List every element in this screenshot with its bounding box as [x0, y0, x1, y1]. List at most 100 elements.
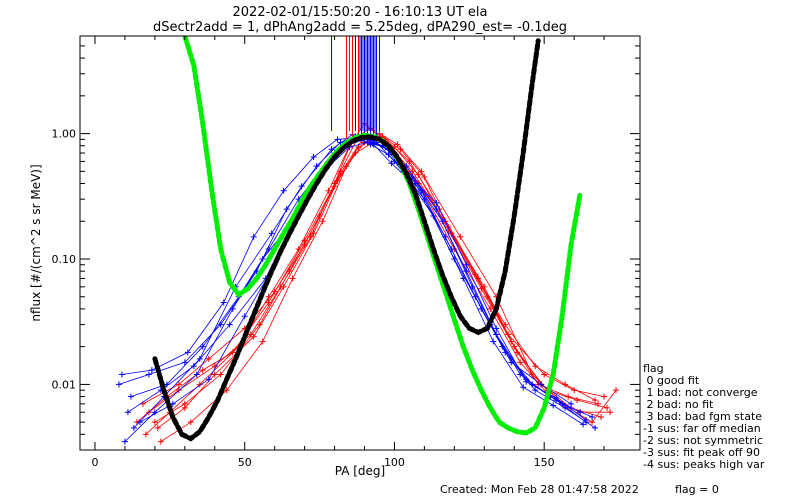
- blue-data-point: [283, 206, 290, 213]
- blue-data-point: [430, 213, 437, 220]
- red-data-point: [541, 371, 548, 378]
- blue-data-point: [460, 275, 467, 282]
- blue-data-point: [328, 146, 335, 153]
- red-data-point: [337, 170, 344, 177]
- red-data-point: [598, 413, 605, 420]
- blue-data-point: [121, 438, 128, 445]
- blue-data-point: [532, 387, 539, 394]
- red-data-point: [514, 349, 521, 356]
- legend-item: -2 sus: not symmetric: [643, 434, 763, 447]
- blue-data-point: [226, 321, 233, 328]
- red-data-point: [418, 168, 425, 175]
- red-data-point: [484, 293, 491, 300]
- red-data-point: [502, 321, 509, 328]
- chart-title: 2022-02-01/15:50:20 - 16:10:13 UT ela: [233, 5, 488, 20]
- blue-data-point: [580, 421, 587, 428]
- axes: 0 50 100 150 0.01 0.10 1.00: [52, 35, 640, 469]
- legend-item: 2 bad: no fit: [643, 398, 714, 411]
- red-data-point: [589, 419, 596, 426]
- blue-data-point: [190, 363, 197, 370]
- blue-data-point: [130, 424, 137, 431]
- blue-data-point: [553, 394, 560, 401]
- blue-data-point: [298, 183, 305, 190]
- blue-data-point: [523, 378, 530, 385]
- red-data-point: [142, 431, 149, 438]
- blue-data-point: [538, 381, 545, 388]
- legend-item: 3 bad: bad fgm state: [643, 410, 762, 423]
- blue-data-point: [385, 151, 392, 158]
- x-tick-label: 100: [384, 456, 405, 469]
- blue-data-point: [280, 187, 287, 194]
- red-data-point: [415, 171, 422, 178]
- blue-data-point: [334, 136, 341, 143]
- blue-data-point: [199, 343, 206, 350]
- blue-series-line: [127, 141, 584, 425]
- red-data-point: [154, 424, 161, 431]
- red-data-point: [457, 233, 464, 240]
- blue-data-point: [229, 305, 236, 312]
- red-data-point: [289, 275, 296, 282]
- red-data-point: [607, 409, 614, 416]
- red-data-point: [487, 305, 494, 312]
- blue-data-point: [493, 325, 500, 332]
- blue-data-point: [463, 268, 470, 275]
- legend-title: flag: [643, 362, 664, 375]
- red-data-point: [574, 397, 581, 404]
- blue-data-point: [310, 154, 317, 161]
- blue-series: [115, 131, 599, 445]
- black-curve-line: [152, 38, 541, 442]
- blue-data-point: [205, 376, 212, 383]
- blue-data-point: [181, 359, 188, 366]
- red-data-point: [151, 419, 158, 426]
- red-data-point: [394, 141, 401, 148]
- blue-data-point: [463, 261, 470, 268]
- red-data-point: [259, 338, 266, 345]
- y-tick-label: 1.00: [52, 128, 77, 141]
- blue-data-point: [562, 404, 569, 411]
- chart-subtitle: dSectr2add = 1, dPhAng2add = 5.25deg, dP…: [153, 20, 567, 35]
- blue-data-point: [490, 338, 497, 345]
- blue-data-point: [337, 139, 344, 146]
- y-axis-label: nflux [#/(cm^2 s sr MeV)]: [29, 164, 43, 321]
- blue-data-point: [583, 417, 590, 424]
- flag-legend: flag 0 good fit 1 bad: not converge 2 ba…: [643, 362, 765, 471]
- blue-data-point: [193, 371, 200, 378]
- blue-data-point: [592, 424, 599, 431]
- blue-data-point: [433, 199, 440, 206]
- red-data-point: [199, 367, 206, 374]
- red-data-point: [181, 404, 188, 411]
- blue-data-point: [250, 233, 257, 240]
- red-data-point: [592, 397, 599, 404]
- blue-data-point: [268, 230, 275, 237]
- legend-item: 1 bad: not converge: [643, 386, 758, 399]
- y-tick-label: 0.01: [52, 378, 77, 391]
- green-fit-curve: [182, 36, 583, 436]
- blue-data-point: [184, 349, 191, 356]
- blue-data-point: [508, 359, 515, 366]
- red-data-point: [280, 283, 287, 290]
- blue-data-point: [520, 384, 527, 391]
- blue-data-point: [550, 402, 557, 409]
- red-data-point: [223, 387, 230, 394]
- peak-spikes: [331, 36, 380, 140]
- red-data-point: [250, 333, 257, 340]
- blue-data-point: [478, 305, 485, 312]
- flag-status: flag = 0: [675, 483, 719, 496]
- blue-data-point: [148, 367, 155, 374]
- x-tick-label: 0: [91, 456, 98, 469]
- red-data-point: [325, 187, 332, 194]
- created-timestamp: Created: Mon Feb 28 01:47:58 2022: [440, 483, 639, 496]
- blue-data-point: [433, 206, 440, 213]
- blue-data-point: [127, 393, 134, 400]
- legend-item: 0 good fit: [643, 374, 700, 387]
- x-tick-label: 50: [238, 456, 252, 469]
- red-data-point: [319, 218, 326, 225]
- blue-data-point: [259, 256, 266, 263]
- blue-data-point: [241, 313, 248, 320]
- blue-data-point: [220, 299, 227, 306]
- legend-item: -1 sus: far off median: [643, 422, 761, 435]
- legend-item: -4 sus: peaks high var: [643, 458, 765, 471]
- green-curve-line: [182, 36, 583, 436]
- red-data-point: [613, 387, 620, 394]
